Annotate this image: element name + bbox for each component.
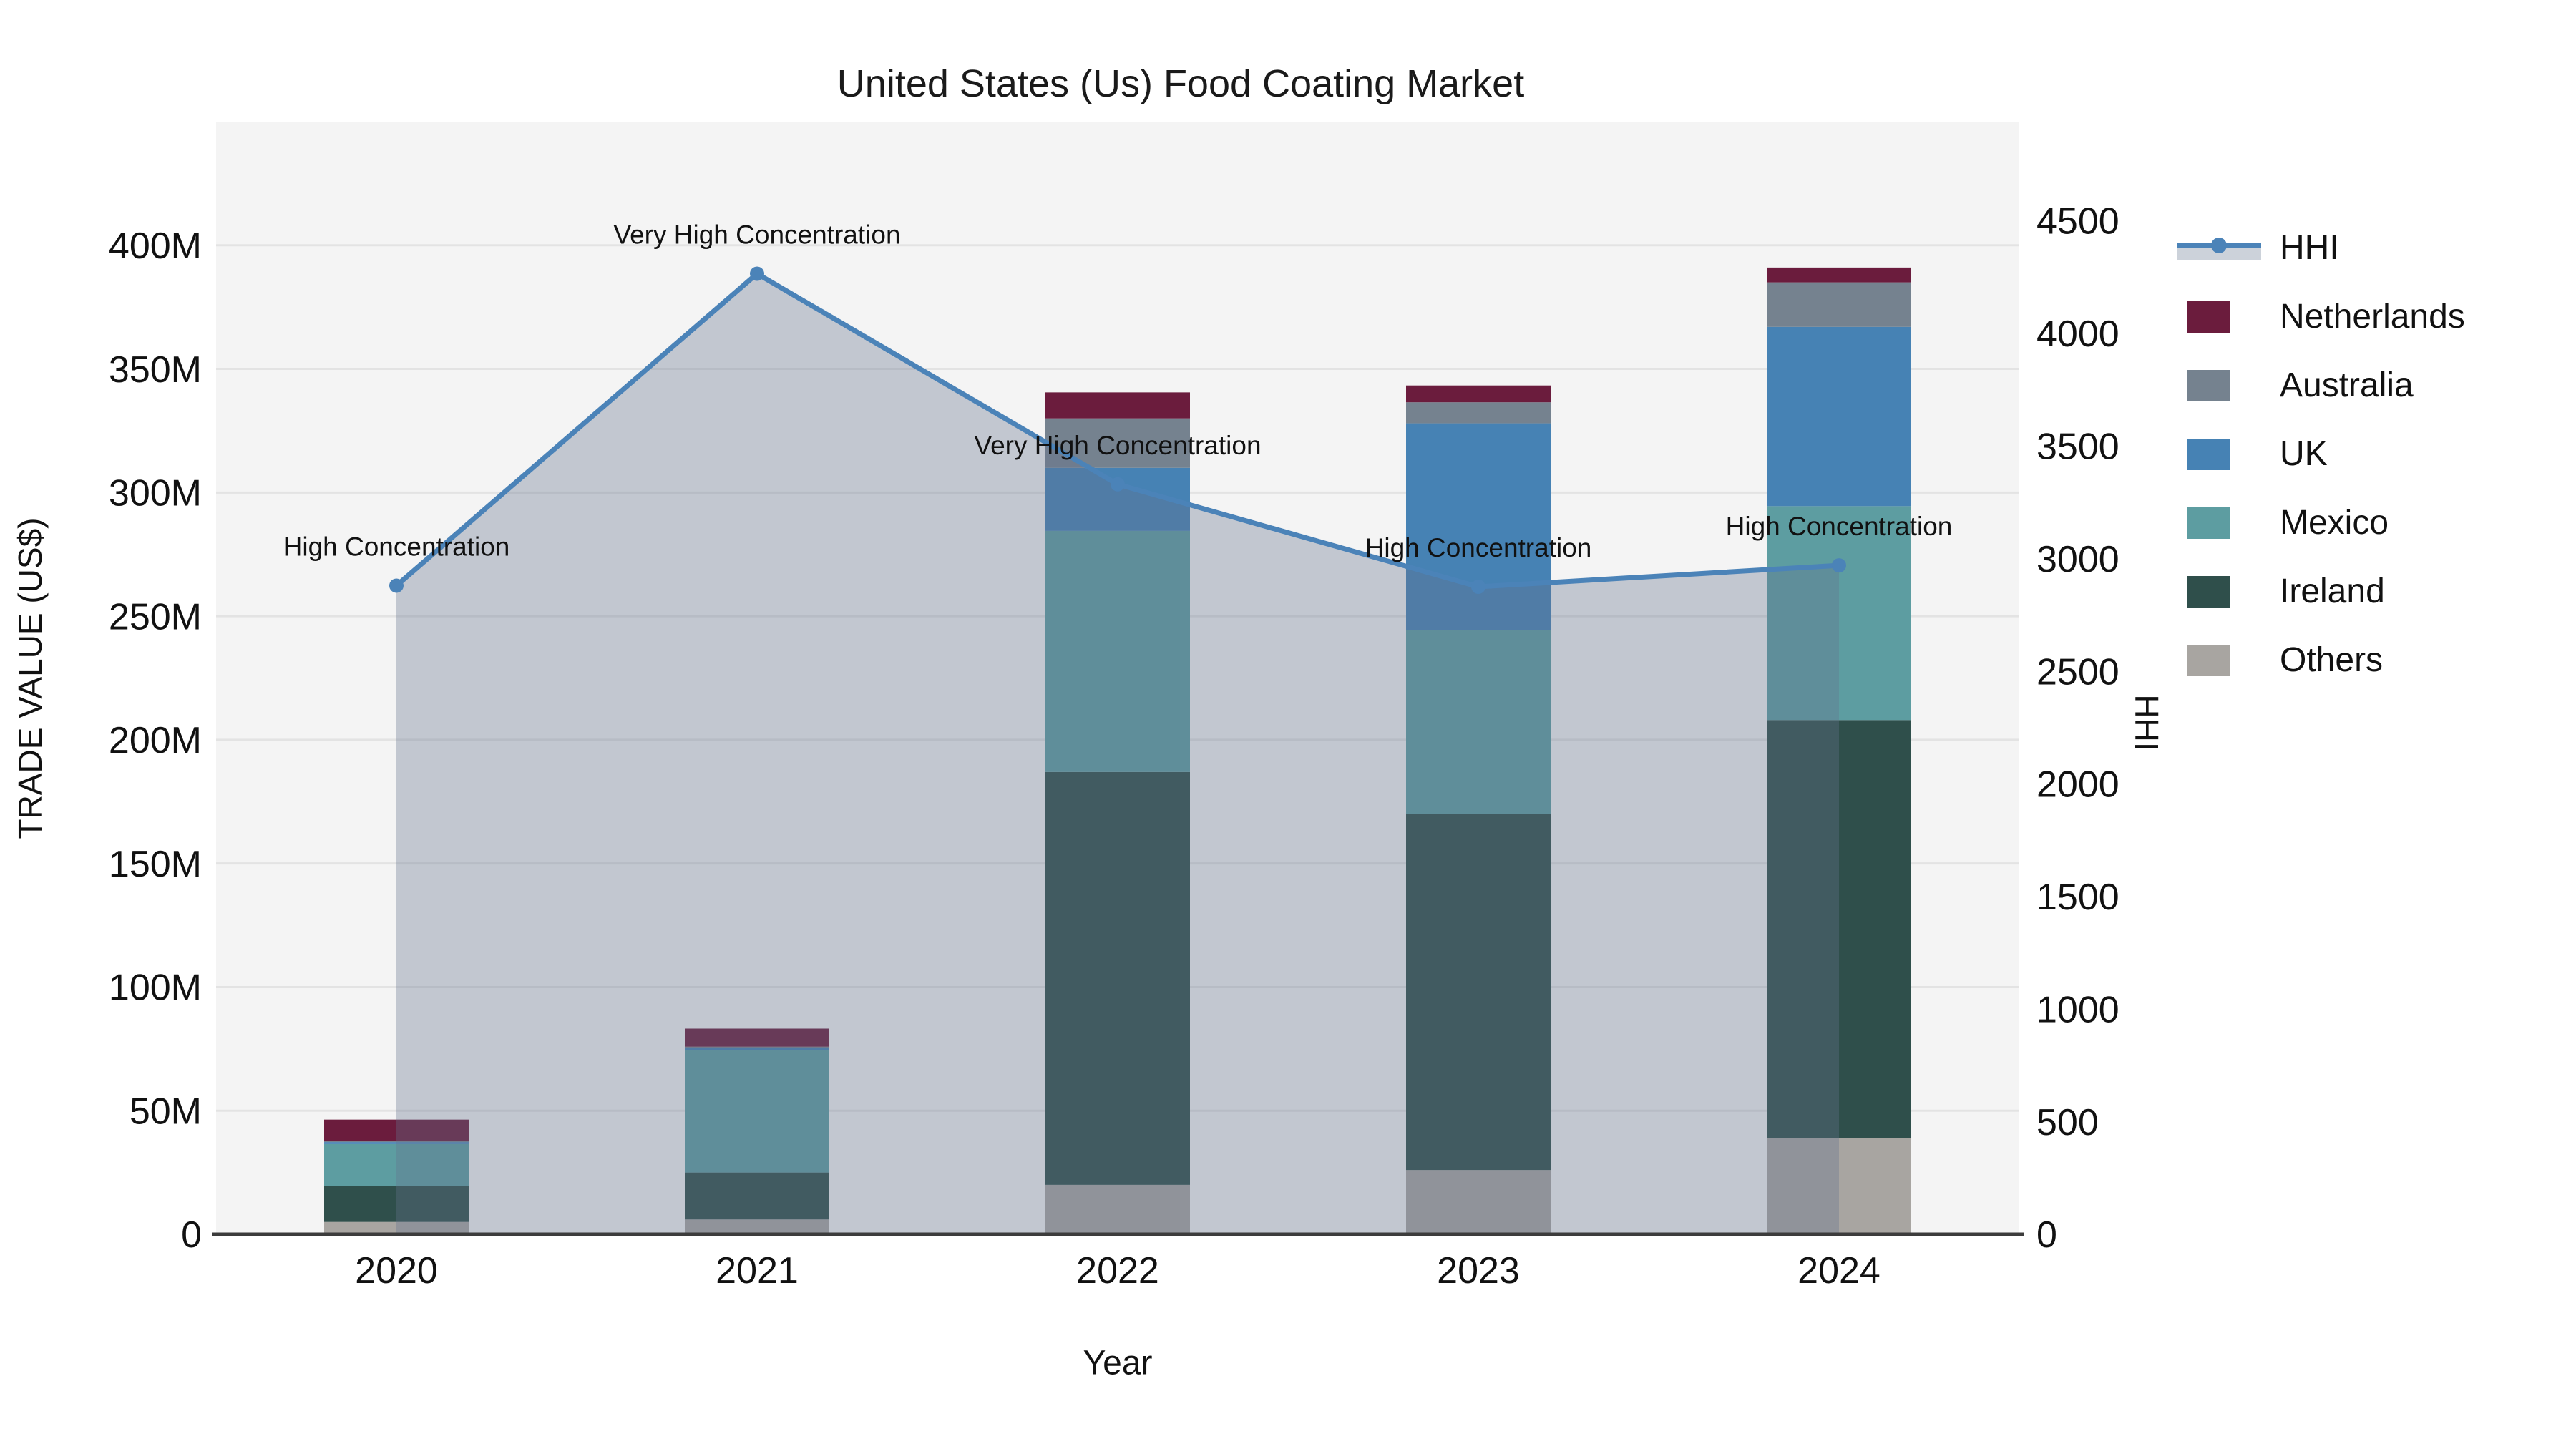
legend-item-ireland: Ireland [2177,567,2465,615]
bar-segment-australia-2023 [1406,402,1551,424]
hhi-annotation-2020: High Concentration [283,532,510,561]
x-tick-label-2021: 2021 [716,1250,799,1292]
bar-segment-ireland-2022 [1045,771,1190,1185]
x-tick-label-2024: 2024 [1797,1250,1880,1292]
bar-segment-uk-2024 [1767,326,1911,507]
bar-segment-others-2024 [1767,1138,1911,1234]
bar-segment-ireland-2021 [685,1172,829,1220]
hhi-marker-2020 [389,578,404,593]
x-tick-label-2020: 2020 [355,1250,438,1292]
legend-item-australia: Australia [2177,361,2465,409]
y-left-tick-label: 0 [181,1214,202,1256]
hhi-marker-2024 [1832,558,1846,573]
y-left-tick-label: 250M [109,596,202,638]
y-left-tick-label: 400M [109,225,202,267]
bar-segment-australia-2020 [324,1141,469,1143]
x-tick-label-2023: 2023 [1437,1250,1520,1292]
y-right-tick-label: 0 [2036,1214,2057,1256]
y-right-tick-label: 4000 [2036,313,2119,355]
color-swatch-icon [2177,569,2261,613]
legend-item-mexico: Mexico [2177,498,2465,547]
bar-segment-others-2022 [1045,1184,1190,1234]
color-swatch-icon [2177,363,2261,407]
color-swatch-icon [2177,431,2261,476]
bar-segment-australia-2021 [685,1046,829,1048]
y-right-tick-label: 4500 [2036,201,2119,243]
y-left-tick-label: 350M [109,349,202,391]
bar-segment-uk-2023 [1406,423,1551,630]
hhi-annotation-2024: High Concentration [1726,512,1953,541]
y-axis-label-right: HHI [2128,694,2165,751]
bar-segment-ireland-2020 [324,1186,469,1222]
y-axis-label-left: TRADE VALUE (US$) [11,517,49,839]
hhi-marker-2022 [1111,477,1125,492]
y-left-tick-label: 200M [109,720,202,761]
legend-label: UK [2280,434,2328,473]
legend-label: Australia [2280,366,2414,404]
y-left-tick-label: 150M [109,844,202,885]
x-tick-label-2022: 2022 [1076,1250,1159,1292]
hhi-line-icon [2177,225,2261,270]
legend-label: Netherlands [2280,297,2465,336]
y-left-tick-label: 50M [130,1091,202,1132]
hhi-annotation-2022: Very High Concentration [974,431,1261,460]
bar-segment-netherlands-2021 [685,1028,829,1047]
bar-segment-australia-2022 [1045,418,1190,468]
bar-segment-ireland-2023 [1406,814,1551,1171]
chart-title-line1: United States (Us) Food Coating Market [836,62,1525,105]
bar-segment-ireland-2024 [1767,720,1911,1138]
color-swatch-icon [2177,294,2261,338]
bar-segment-netherlands-2022 [1045,392,1190,419]
hhi-marker-2023 [1471,580,1485,595]
y-right-tick-label: 3000 [2036,539,2119,580]
y-right-tick-label: 1000 [2036,989,2119,1030]
y-right-tick-label: 3500 [2036,426,2119,467]
bar-segment-netherlands-2020 [324,1119,469,1141]
legend-label: Ireland [2280,572,2385,610]
bar-segment-mexico-2020 [324,1143,469,1186]
y-left-tick-label: 300M [109,473,202,514]
y-left-tick-label: 100M [109,967,202,1009]
y-right-tick-label: 2500 [2036,651,2119,693]
bar-segment-australia-2024 [1767,282,1911,327]
bar-segment-mexico-2023 [1406,630,1551,814]
bar-segment-others-2023 [1406,1170,1551,1234]
legend-label: Others [2280,640,2384,679]
legend: HHI Netherlands Australia UK Mexico Ireland Ot… [2177,223,2465,684]
bar-segment-netherlands-2023 [1406,385,1551,403]
x-axis-label: Year [1083,1344,1153,1382]
hhi-area [396,273,1839,1234]
y-right-tick-label: 500 [2036,1102,2099,1143]
bar-segment-netherlands-2024 [1767,267,1911,283]
y-right-tick-label: 1500 [2036,877,2119,918]
y-right-tick-label: 2000 [2036,764,2119,806]
bar-segment-others-2020 [324,1221,469,1234]
hhi-annotation-2023: High Concentration [1365,533,1592,562]
bar-segment-uk-2021 [685,1048,829,1050]
color-swatch-icon [2177,638,2261,682]
bar-segment-mexico-2021 [685,1050,829,1173]
bar-segment-mexico-2024 [1767,506,1911,721]
bar-segment-mexico-2022 [1045,530,1190,772]
bar-segment-others-2021 [685,1219,829,1234]
legend-label: HHI [2280,228,2339,267]
hhi-annotation-2021: Very High Concentration [613,220,900,249]
bar-segment-uk-2020 [324,1142,469,1144]
legend-label: Mexico [2280,503,2389,542]
legend-item-uk: UK [2177,429,2465,478]
legend-item-hhi: HHI [2177,223,2465,272]
hhi-marker-2021 [750,266,764,281]
color-swatch-icon [2177,500,2261,545]
legend-item-others: Others [2177,635,2465,684]
legend-item-netherlands: Netherlands [2177,292,2465,341]
